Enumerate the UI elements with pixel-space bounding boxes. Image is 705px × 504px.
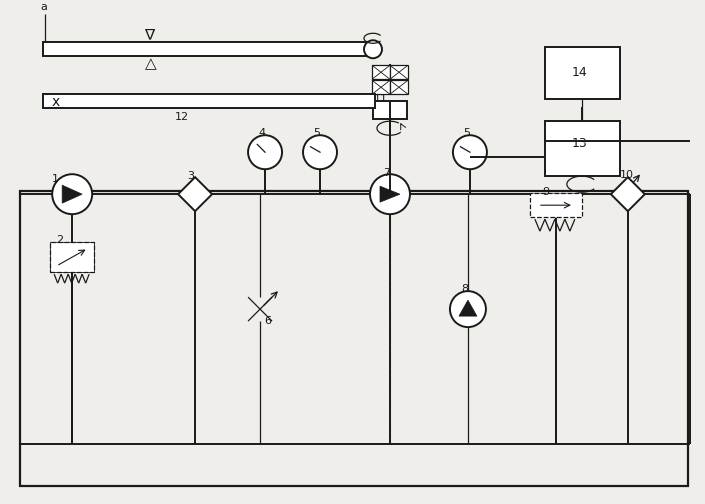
Bar bbox=[50, 242, 94, 272]
Bar bbox=[50, 242, 94, 272]
Text: 3: 3 bbox=[187, 171, 194, 181]
Circle shape bbox=[52, 174, 92, 214]
Text: 1: 1 bbox=[52, 174, 59, 184]
Circle shape bbox=[370, 174, 410, 214]
Polygon shape bbox=[459, 300, 477, 316]
Bar bbox=[545, 47, 620, 99]
Polygon shape bbox=[178, 177, 212, 211]
Text: a: a bbox=[40, 3, 47, 12]
Bar bbox=[545, 121, 620, 176]
Text: 5: 5 bbox=[313, 128, 320, 138]
Polygon shape bbox=[380, 186, 400, 202]
Text: $\triangle$: $\triangle$ bbox=[142, 56, 159, 72]
Text: x: x bbox=[51, 95, 59, 109]
Text: $\nabla$: $\nabla$ bbox=[144, 28, 157, 43]
Circle shape bbox=[450, 291, 486, 327]
Text: 14: 14 bbox=[572, 66, 588, 79]
Text: 6: 6 bbox=[264, 316, 271, 326]
Text: 2: 2 bbox=[56, 235, 63, 245]
Text: 12: 12 bbox=[175, 112, 189, 122]
Text: 10: 10 bbox=[620, 170, 634, 180]
Circle shape bbox=[303, 135, 337, 169]
Bar bbox=[20, 191, 688, 486]
Text: 8: 8 bbox=[461, 284, 468, 294]
Text: 5: 5 bbox=[463, 128, 470, 138]
Text: 4: 4 bbox=[258, 128, 265, 138]
Circle shape bbox=[364, 40, 382, 58]
Text: 11: 11 bbox=[374, 94, 388, 104]
Bar bbox=[43, 42, 375, 56]
Text: 13: 13 bbox=[572, 137, 588, 150]
Bar bbox=[43, 94, 375, 108]
Text: 7: 7 bbox=[383, 168, 390, 178]
Bar bbox=[373, 101, 407, 119]
Bar bbox=[372, 65, 390, 79]
Polygon shape bbox=[62, 185, 82, 203]
Text: 9: 9 bbox=[542, 187, 549, 197]
Bar bbox=[372, 80, 390, 94]
Bar bbox=[390, 80, 408, 94]
Circle shape bbox=[248, 135, 282, 169]
Bar bbox=[530, 193, 582, 217]
Circle shape bbox=[453, 135, 487, 169]
Polygon shape bbox=[611, 177, 645, 211]
Bar bbox=[390, 65, 408, 79]
